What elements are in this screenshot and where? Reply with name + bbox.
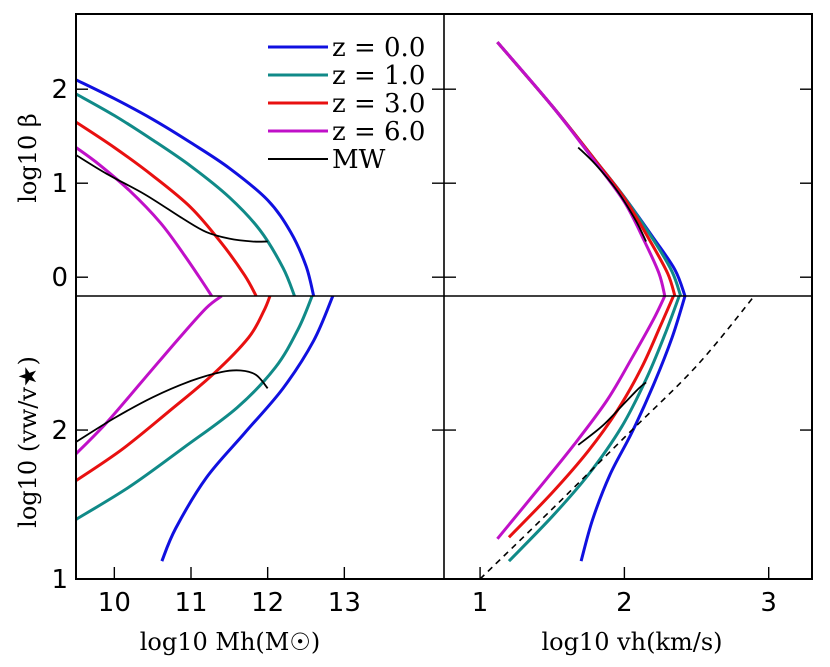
frame-layer — [75, 13, 813, 580]
series-line-z-3-0 — [496, 41, 677, 296]
series-line-mw — [577, 381, 647, 446]
series-line-z-6-0 — [76, 146, 213, 296]
series-group — [479, 296, 755, 579]
series-line-z-6-0 — [496, 41, 667, 296]
series-line-mw — [577, 146, 647, 242]
series-line-mw — [76, 154, 268, 243]
x-tick-label: 11 — [174, 588, 207, 618]
legend-item-z-1-0: z = 1.0 — [268, 61, 425, 91]
legend-item-mw: MW — [268, 145, 386, 175]
y-tick-label: 2 — [51, 75, 68, 105]
series-line-z-0-0 — [76, 78, 316, 296]
y-tick-label: 1 — [51, 169, 68, 199]
legend-item-z-6-0: z = 6.0 — [268, 117, 425, 147]
y-axis-label-top: log10 β — [14, 113, 42, 203]
x-tick-label: 12 — [251, 588, 284, 618]
legend-label: MW — [332, 145, 386, 175]
legend: z = 0.0z = 1.0z = 3.0z = 6.0MW — [268, 33, 425, 175]
series-line-z-3-0 — [76, 120, 258, 296]
series-line-z-6-0 — [496, 296, 667, 540]
series-line-z-3-0 — [507, 296, 675, 539]
series-line-z-1-0 — [76, 296, 314, 521]
y-tick-label: 0 — [51, 263, 68, 293]
legend-label: z = 3.0 — [332, 89, 425, 119]
x-tick-label: 2 — [616, 588, 633, 618]
legend-item-z-0-0: z = 0.0 — [268, 33, 425, 63]
series-line-reference — [479, 296, 755, 579]
series-line-z-0-0 — [496, 41, 687, 296]
legend-label: z = 0.0 — [332, 33, 425, 63]
series-group — [76, 78, 316, 296]
series-line-z-0-0 — [579, 296, 687, 562]
y-tick-label: 2 — [51, 416, 68, 446]
series-group — [76, 296, 335, 562]
panel-top-right — [496, 41, 812, 296]
series-group — [496, 41, 687, 296]
legend-label: z = 1.0 — [332, 61, 425, 91]
y-axis-label-bottom: log10 (vw/v★) — [14, 356, 42, 528]
legend-label: z = 6.0 — [332, 117, 425, 147]
series-line-mw — [76, 369, 269, 443]
x-axis-label-right: log10 vh(km/s) — [541, 628, 722, 656]
legend-item-z-3-0: z = 3.0 — [268, 89, 425, 119]
panel-top-left: 0 1 2 — [51, 75, 456, 296]
x-tick-label: 1 — [472, 588, 489, 618]
x-tick-label: 3 — [760, 588, 777, 618]
x-tick-label: 10 — [98, 588, 131, 618]
series-line-z-1-0 — [76, 92, 296, 296]
series-line-z-1-0 — [507, 296, 681, 563]
series-line-z-6-0 — [76, 296, 223, 455]
series-line-z-0-0 — [160, 296, 335, 562]
x-tick-label: 13 — [328, 588, 361, 618]
x-axis-label-left: log10 Mh(M☉) — [140, 628, 321, 656]
labels-layer: log10 Mh(M☉) log10 vh(km/s) log10 β log1… — [14, 113, 723, 656]
panel-bottom-right: 1 2 3 — [472, 296, 812, 618]
y-tick-label: 1 — [51, 565, 68, 595]
